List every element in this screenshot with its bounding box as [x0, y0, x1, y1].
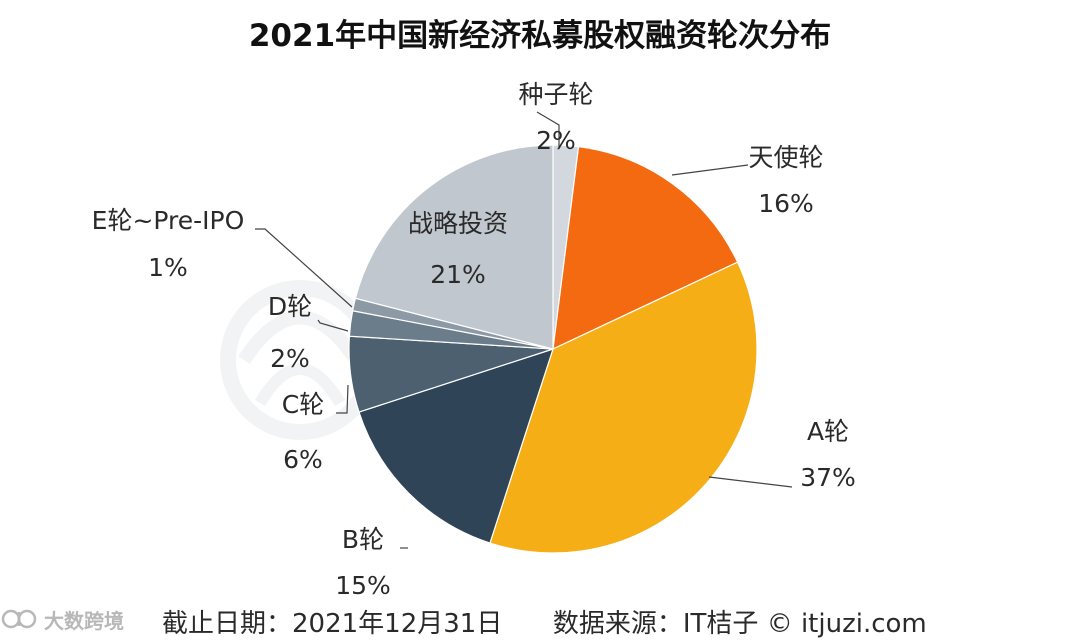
slice-value-6: 1%: [148, 253, 188, 282]
footer-text: 截止日期：2021年12月31日 数据来源：IT桔子 © itjuzi.com: [162, 603, 1062, 640]
pie-slice-7: [354, 144, 554, 350]
slice-value-5: 2%: [270, 344, 310, 373]
leader-line-0: [536, 111, 560, 147]
slice-label-4: C轮: [282, 390, 324, 419]
leader-line-5: [317, 319, 349, 332]
slice-value-0: 2%: [536, 126, 576, 155]
chart-footer: 大数跨境 截止日期：2021年12月31日 数据来源：IT桔子 © itjuzi…: [0, 596, 1080, 640]
leader-line-1: [671, 164, 749, 176]
brand-logo: 大数跨境: [0, 606, 150, 633]
slice-label-6: E轮~Pre-IPO: [92, 206, 245, 235]
leader-line-4: [336, 384, 349, 414]
slice-value-3: 15%: [335, 571, 391, 600]
pie-slice-3: [358, 348, 554, 544]
leader-line-6: [255, 228, 353, 308]
brand-name: 大数跨境: [44, 608, 124, 633]
slice-label-2: A轮: [807, 417, 849, 446]
cutoff-date: 截止日期：2021年12月31日: [162, 609, 503, 639]
slice-value-7: 21%: [430, 260, 486, 289]
slice-value-4: 6%: [283, 445, 323, 474]
slice-value-1: 16%: [758, 189, 814, 218]
slice-value-2: 37%: [800, 463, 856, 492]
pie-slice-2: [489, 261, 758, 554]
slice-label-1: 天使轮: [748, 143, 823, 172]
pie-slice-1: [552, 145, 739, 351]
slice-label-5: D轮: [268, 292, 312, 321]
chart-title: 2021年中国新经济私募股权融资轮次分布: [248, 18, 832, 54]
slice-label-0: 种子轮: [518, 80, 593, 109]
brand-icon: [1, 609, 37, 629]
slice-label-7: 战略投资: [408, 209, 508, 238]
leader-line-2: [708, 476, 793, 488]
data-source: 数据来源：IT桔子 © itjuzi.com: [552, 609, 927, 639]
slice-label-3: B轮: [342, 525, 384, 554]
